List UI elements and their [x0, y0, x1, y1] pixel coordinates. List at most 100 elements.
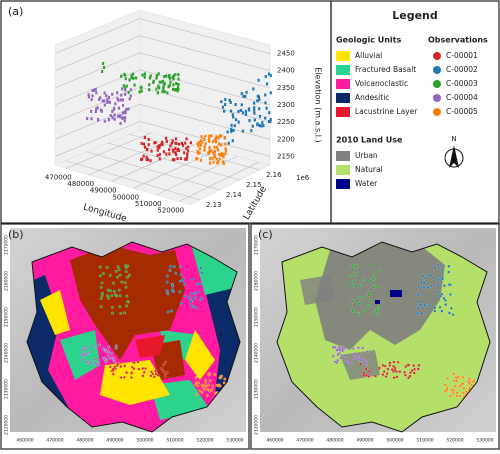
- scatter-point: [251, 124, 254, 128]
- grid-line: [129, 134, 261, 171]
- scatter-point: [229, 109, 233, 113]
- map-y-tick-label: 2130000: [254, 379, 260, 399]
- scatter-point: [208, 134, 211, 138]
- scatter-point: [135, 76, 138, 80]
- map-x-tick-label: 460000: [266, 438, 283, 444]
- observation-dot: [443, 383, 447, 387]
- observation-dot: [404, 365, 408, 368]
- scatter-point: [91, 94, 94, 98]
- observation-dot: [125, 304, 128, 308]
- scatter-point: [117, 98, 120, 102]
- scatter-point: [173, 158, 176, 162]
- scatter-point: [90, 98, 93, 102]
- scatter-point: [173, 88, 177, 92]
- scatter-point: [127, 90, 130, 94]
- observation-dot: [104, 359, 108, 363]
- observation-dot: [199, 266, 203, 270]
- scatter-point: [268, 111, 271, 115]
- map-x-tick-label: 500000: [136, 438, 153, 444]
- map-y-tick-label: 2140000: [254, 343, 260, 363]
- scatter-point: [111, 92, 114, 96]
- scatter-point: [228, 98, 231, 102]
- observation-dot: [377, 285, 381, 289]
- observation-dot: [409, 371, 412, 375]
- scatter-point: [260, 124, 263, 128]
- observation-dot: [417, 363, 421, 367]
- observation-dot: [455, 376, 458, 380]
- observation-dot: [136, 360, 140, 364]
- land-use-area: [315, 242, 445, 350]
- observation-dot: [403, 370, 406, 374]
- observation-dot: [194, 383, 198, 387]
- grid-line: [66, 132, 151, 169]
- observation-dot: [132, 367, 136, 371]
- observation-dot: [352, 279, 356, 283]
- observation-dot: [150, 370, 153, 374]
- observation-dot: [412, 364, 416, 367]
- scatter-point: [176, 89, 179, 93]
- scatter-point: [258, 124, 261, 128]
- y-offset: 1e6: [296, 174, 310, 182]
- observation-dot: [98, 265, 102, 269]
- scatter-point: [100, 109, 103, 113]
- scatter-point: [197, 144, 200, 148]
- observation-dot: [362, 278, 366, 282]
- observation-dot: [347, 360, 351, 364]
- observation-dot: [119, 376, 123, 379]
- observation-dot: [122, 375, 126, 379]
- scatter-point: [178, 142, 181, 146]
- observation-dot: [343, 353, 346, 357]
- observation-dot: [119, 311, 123, 315]
- observation-dot: [184, 295, 187, 298]
- observation-dot: [351, 299, 355, 303]
- scatter-point: [203, 145, 206, 149]
- observation-dot: [352, 284, 355, 288]
- observation-dot: [365, 350, 369, 354]
- scatter-point: [250, 129, 253, 133]
- observation-dot: [114, 293, 117, 297]
- scatter-point: [237, 109, 240, 113]
- observation-dot: [83, 345, 87, 349]
- scatter-point: [128, 97, 131, 101]
- map-x-tick-label: 530000: [226, 438, 243, 444]
- scatter-points: [86, 62, 272, 165]
- scatter-point: [125, 84, 128, 88]
- scatter-point: [186, 152, 189, 156]
- scatter-point: [168, 75, 171, 79]
- scatter-point: [230, 127, 233, 131]
- scatter-point: [131, 72, 135, 76]
- scatter-point: [103, 119, 106, 123]
- observation-dot: [374, 374, 377, 378]
- scatter-point: [208, 139, 211, 143]
- observation-dot: [114, 344, 118, 348]
- geo-unit-area: [40, 290, 215, 405]
- scatter-point: [241, 111, 245, 115]
- observation-dot: [168, 268, 172, 272]
- observation-dot: [118, 294, 122, 298]
- scatter-point: [161, 140, 164, 144]
- scatter-point: [174, 137, 178, 141]
- observation-dot: [417, 300, 421, 304]
- scatter-point: [204, 142, 207, 146]
- scatter-point: [165, 139, 168, 143]
- map-y-tick-label: 2160000: [4, 271, 10, 291]
- observation-dot: [103, 357, 107, 361]
- x-tick-label: 480000: [67, 180, 94, 188]
- observation-dot: [141, 367, 145, 370]
- observation-dot: [351, 309, 354, 313]
- scatter-point: [119, 121, 122, 125]
- scatter-point: [161, 89, 164, 93]
- y-tick-label: 2.15: [246, 181, 262, 189]
- scatter-point: [171, 158, 175, 162]
- observation-dot: [99, 305, 103, 309]
- observation-dot: [392, 376, 396, 380]
- scatter-point: [152, 79, 155, 83]
- scatter-point: [158, 157, 161, 161]
- scatter-point: [215, 145, 219, 149]
- observation-dot: [442, 296, 446, 300]
- observation-dot: [166, 310, 170, 314]
- scatter-point: [215, 157, 218, 161]
- observation-dot: [174, 271, 178, 275]
- observation-dot: [426, 285, 430, 289]
- observation-dot: [407, 363, 411, 367]
